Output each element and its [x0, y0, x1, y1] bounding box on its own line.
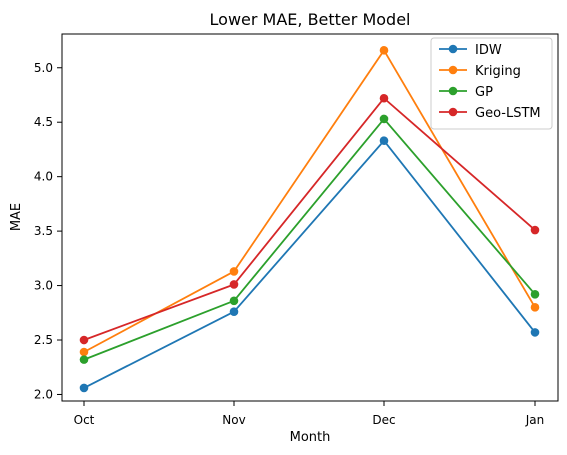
legend-swatch-marker: [448, 107, 458, 117]
legend-item: IDW: [439, 43, 502, 58]
plot-area: [61, 33, 559, 402]
data-point: [79, 383, 89, 393]
data-point: [229, 280, 239, 289]
y-axis-label: MAE: [9, 203, 24, 231]
legend-label: Kriging: [475, 64, 521, 79]
x-axis: Oct Nov Dec Jan: [74, 401, 545, 427]
data-point: [229, 267, 239, 276]
x-tick-label: Oct: [74, 413, 95, 427]
legend-item: Kriging: [439, 64, 521, 79]
y-tick-label: 2.5: [34, 333, 53, 347]
data-point: [530, 225, 540, 235]
x-tick-label: Jan: [525, 413, 545, 427]
data-point: [229, 307, 239, 317]
x-axis-label: Month: [290, 430, 331, 445]
data-point: [379, 93, 389, 103]
y-tick-label: 4.5: [34, 115, 53, 129]
y-tick-label: 3.5: [34, 224, 53, 238]
series-line: [83, 118, 536, 361]
y-tick-label: 3.0: [34, 279, 53, 293]
legend-swatch-marker: [448, 65, 458, 75]
data-point: [379, 114, 389, 124]
y-tick-label: 2.0: [34, 387, 53, 401]
legend-box: [430, 37, 553, 130]
series-layer: [79, 46, 540, 393]
legend: IDW Kriging GP Geo-LSTM: [430, 37, 553, 130]
chart-title: Lower MAE, Better Model: [210, 10, 411, 29]
legend-swatch-marker: [448, 86, 458, 96]
legend-label: IDW: [475, 43, 502, 58]
data-point: [79, 335, 89, 345]
data-point: [229, 296, 239, 306]
legend-swatch-marker: [448, 44, 458, 54]
series-line: [83, 139, 536, 389]
series-idw: [79, 136, 540, 393]
data-point: [530, 289, 540, 299]
legend-label: GP: [475, 85, 493, 100]
data-point: [530, 328, 540, 337]
y-tick-label: 4.0: [34, 170, 53, 184]
legend-item: Geo-LSTM: [439, 106, 541, 121]
x-tick-label: Nov: [222, 413, 245, 427]
series-line: [83, 97, 536, 341]
x-tick-label: Dec: [372, 413, 395, 427]
series-gp: [79, 114, 540, 364]
series-geo-lstm: [79, 93, 540, 345]
y-tick-label: 5.0: [34, 61, 53, 75]
data-point: [530, 303, 540, 312]
legend-label: Geo-LSTM: [475, 106, 541, 121]
data-point: [79, 347, 89, 357]
data-point: [379, 136, 389, 146]
data-point: [79, 355, 89, 364]
legend-item: GP: [439, 85, 493, 100]
data-point: [379, 46, 389, 55]
y-axis: 2.0 2.5 3.0 3.5 4.0 4.5 5.0: [34, 61, 62, 401]
